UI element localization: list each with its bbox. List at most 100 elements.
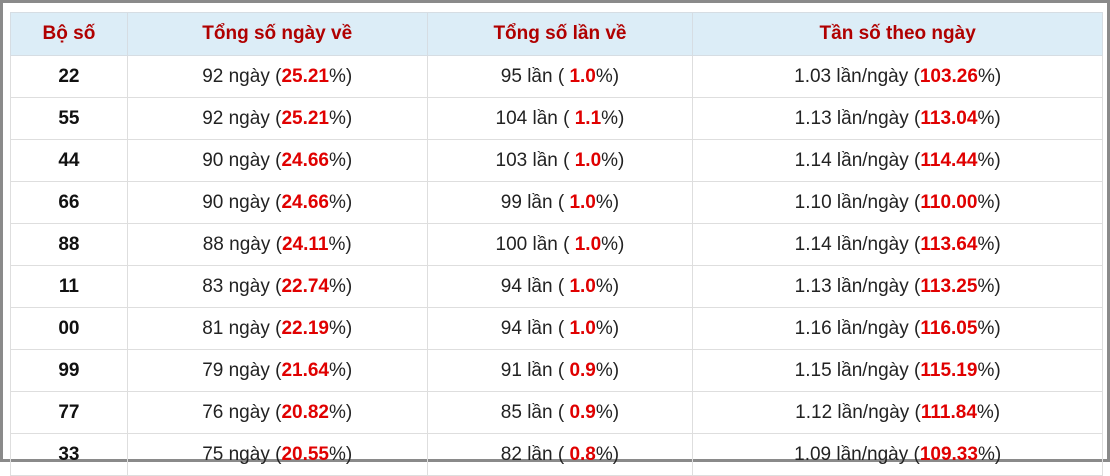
stat-cell: 90 ngày (24.66%)	[126, 139, 428, 182]
column-header: Tổng số lần về	[426, 12, 694, 56]
cell-text: %)	[601, 107, 625, 129]
cell-text: 81 ngày (	[202, 317, 282, 339]
stat-cell: 92 ngày (25.21%)	[126, 97, 428, 140]
number-pair: 11	[10, 265, 128, 308]
stat-cell: 94 lần ( 1.0%)	[426, 307, 694, 350]
percent-value: 24.11	[281, 233, 329, 255]
percent-value: 116.05	[920, 317, 978, 339]
percent-value: 1.0	[569, 65, 596, 87]
column-header: Bộ số	[10, 12, 128, 56]
cell-text: %)	[977, 443, 1002, 465]
stat-cell: 95 lần ( 1.0%)	[426, 55, 694, 98]
cell-text: 104 lần (	[495, 107, 575, 129]
percent-value: 1.0	[569, 317, 596, 339]
stat-cell: 1.10 lần/ngày (110.00%)	[692, 181, 1103, 224]
cell-text: 82 lần (	[500, 443, 570, 465]
cell-text: %)	[328, 317, 353, 339]
percent-value: 115.19	[920, 359, 978, 381]
cell-text: 91 lần (	[500, 359, 570, 381]
cell-text: %)	[977, 359, 1001, 381]
cell-text: 1.10 lần/ngày (	[794, 191, 921, 213]
number-pair: 88	[10, 223, 128, 266]
cell-text: 1.03 lần/ngày (	[794, 65, 920, 87]
stat-cell: 1.14 lần/ngày (113.64%)	[692, 223, 1103, 266]
cell-text: %)	[595, 191, 620, 213]
number-pair: 44	[10, 139, 128, 182]
table-row: 88 88 ngày (24.11%) 100 lần ( 1.0%) 1.14 lầ…	[10, 223, 1103, 266]
cell-text: 1.12 lần/ngày (	[795, 401, 921, 423]
stat-cell: 75 ngày (20.55%)	[126, 433, 428, 476]
percent-value: 0.8	[569, 443, 596, 465]
number-pair: 22	[10, 55, 128, 98]
stat-cell: 1.13 lần/ngày (113.25%)	[692, 265, 1103, 308]
stat-cell: 81 ngày (22.19%)	[126, 307, 428, 350]
cell-text: 83 ngày (	[202, 275, 282, 297]
percent-value: 21.64	[281, 359, 329, 381]
percent-value: 24.66	[281, 149, 329, 171]
percent-value: 1.0	[574, 233, 602, 255]
cell-text: 90 ngày (	[202, 191, 282, 213]
cell-text: 1.13 lần/ngày (	[794, 275, 921, 297]
cell-text: 103 lần (	[495, 149, 575, 171]
column-header: Tần số theo ngày	[692, 12, 1103, 56]
percent-value: 0.9	[569, 401, 596, 423]
stat-cell: 88 ngày (24.11%)	[126, 223, 428, 266]
cell-text: %)	[977, 149, 1001, 171]
cell-text: %)	[977, 317, 1001, 339]
percent-value: 1.1	[574, 107, 602, 129]
cell-text: %)	[328, 275, 353, 297]
stats-table: Bộ số Tổng số ngày về Tổng số lần về Tần số…	[10, 12, 1103, 476]
cell-text: %)	[328, 149, 353, 171]
stat-cell: 90 ngày (24.66%)	[126, 181, 428, 224]
table-row: 77 76 ngày (20.82%) 85 lần ( 0.9%) 1.12 lần…	[10, 391, 1103, 434]
stat-cell: 1.13 lần/ngày (113.04%)	[692, 97, 1103, 140]
cell-text: 94 lần (	[500, 275, 570, 297]
stat-cell: 92 ngày (25.21%)	[126, 55, 428, 98]
cell-text: %)	[595, 275, 620, 297]
cell-text: %)	[977, 191, 1001, 213]
table-row: 66 90 ngày (24.66%) 99 lần ( 1.0%) 1.10 lần…	[10, 181, 1103, 224]
percent-value: 22.74	[281, 275, 329, 297]
cell-text: %)	[595, 443, 620, 465]
percent-value: 113.64	[920, 233, 978, 255]
stat-cell: 100 lần ( 1.0%)	[426, 223, 694, 266]
stat-cell: 94 lần ( 1.0%)	[426, 265, 694, 308]
cell-text: 85 lần (	[500, 401, 570, 423]
stat-cell: 1.16 lần/ngày (116.05%)	[692, 307, 1103, 350]
stat-cell: 79 ngày (21.64%)	[126, 349, 428, 392]
cell-text: %)	[328, 65, 353, 87]
stat-cell: 1.14 lần/ngày (114.44%)	[692, 139, 1103, 182]
percent-value: 25.21	[281, 65, 329, 87]
cell-text: %)	[328, 359, 353, 381]
cell-text: 1.13 lần/ngày (	[794, 107, 921, 129]
percent-value: 114.44	[920, 149, 978, 171]
cell-text: 1.14 lần/ngày (	[794, 233, 921, 255]
percent-value: 103.26	[919, 65, 978, 87]
cell-text: 75 ngày (	[202, 443, 282, 465]
cell-text: 1.14 lần/ngày (	[794, 149, 921, 171]
cell-text: 99 lần (	[500, 191, 570, 213]
table-row: 11 83 ngày (22.74%) 94 lần ( 1.0%) 1.13 lần…	[10, 265, 1103, 308]
stat-cell: 1.03 lần/ngày (103.26%)	[692, 55, 1103, 98]
percent-value: 0.9	[569, 359, 596, 381]
percent-value: 24.66	[281, 191, 329, 213]
cell-text: 92 ngày (	[202, 65, 282, 87]
percent-value: 110.00	[920, 191, 978, 213]
cell-text: 90 ngày (	[202, 149, 282, 171]
cell-text: %)	[328, 443, 353, 465]
stat-cell: 99 lần ( 1.0%)	[426, 181, 694, 224]
percent-value: 109.33	[919, 443, 978, 465]
percent-value: 111.84	[920, 401, 977, 423]
header-row: Bộ số Tổng số ngày về Tổng số lần về Tần số…	[10, 12, 1103, 56]
cell-text: %)	[977, 107, 1001, 129]
number-pair: 99	[10, 349, 128, 392]
table-row: 99 79 ngày (21.64%) 91 lần ( 0.9%) 1.15 lần…	[10, 349, 1103, 392]
table-row: 22 92 ngày (25.21%) 95 lần ( 1.0%) 1.03 lần…	[10, 55, 1103, 98]
cell-text: 1.09 lần/ngày (	[794, 443, 920, 465]
number-pair: 55	[10, 97, 128, 140]
table-row: 44 90 ngày (24.66%) 103 lần ( 1.0%) 1.14 lầ…	[10, 139, 1103, 182]
cell-text: 88 ngày (	[202, 233, 282, 255]
cell-text: %)	[328, 107, 353, 129]
